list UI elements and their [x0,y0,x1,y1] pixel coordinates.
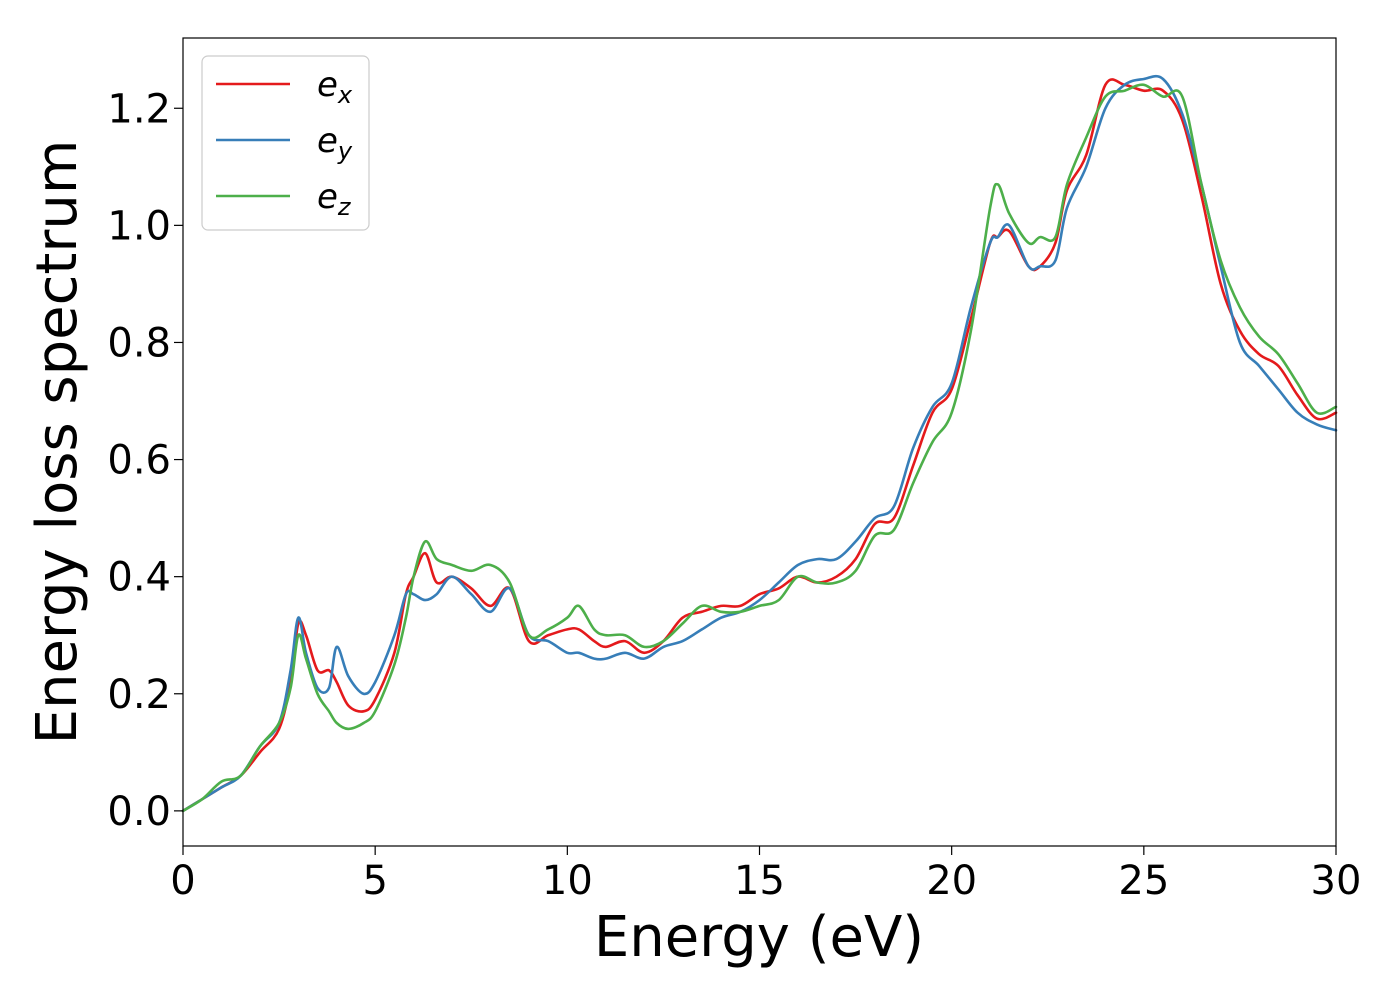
x-tick-label: 10 [542,858,593,904]
y-tick-label: 0.6 [107,438,171,484]
y-tick-label: 0.2 [107,672,171,718]
y-tick-label: 1.2 [107,86,171,132]
legend-label-ey: ey [317,121,353,165]
x-axis-title: Energy (eV) [594,905,924,970]
series-line-ey [181,74,1338,813]
legend-box [201,55,370,231]
y-axis-ticks: 0.0 0.2 0.4 0.6 0.8 1.0 1.2 [107,86,183,835]
legend-label-ez: ez [317,177,352,221]
plot-lines [181,74,1338,813]
legend-label-ex: ex [317,65,353,109]
series-line-ex [181,78,1338,813]
y-tick-label: 0.0 [107,789,171,835]
y-tick-label: 1.0 [107,203,171,249]
x-tick-label: 0 [170,858,195,904]
y-axis-title: Energy loss spectrum [25,140,90,745]
y-tick-label: 0.4 [107,555,171,601]
x-tick-label: 5 [362,858,387,904]
x-axis-ticks: 0 5 10 15 20 25 30 [170,846,1361,904]
x-tick-label: 20 [926,858,977,904]
x-tick-label: 15 [734,858,785,904]
x-tick-label: 25 [1118,858,1169,904]
legend: ex ey ez [201,55,370,231]
y-tick-label: 0.8 [107,320,171,366]
series-line-ez [181,83,1338,813]
x-tick-label: 30 [1311,858,1362,904]
